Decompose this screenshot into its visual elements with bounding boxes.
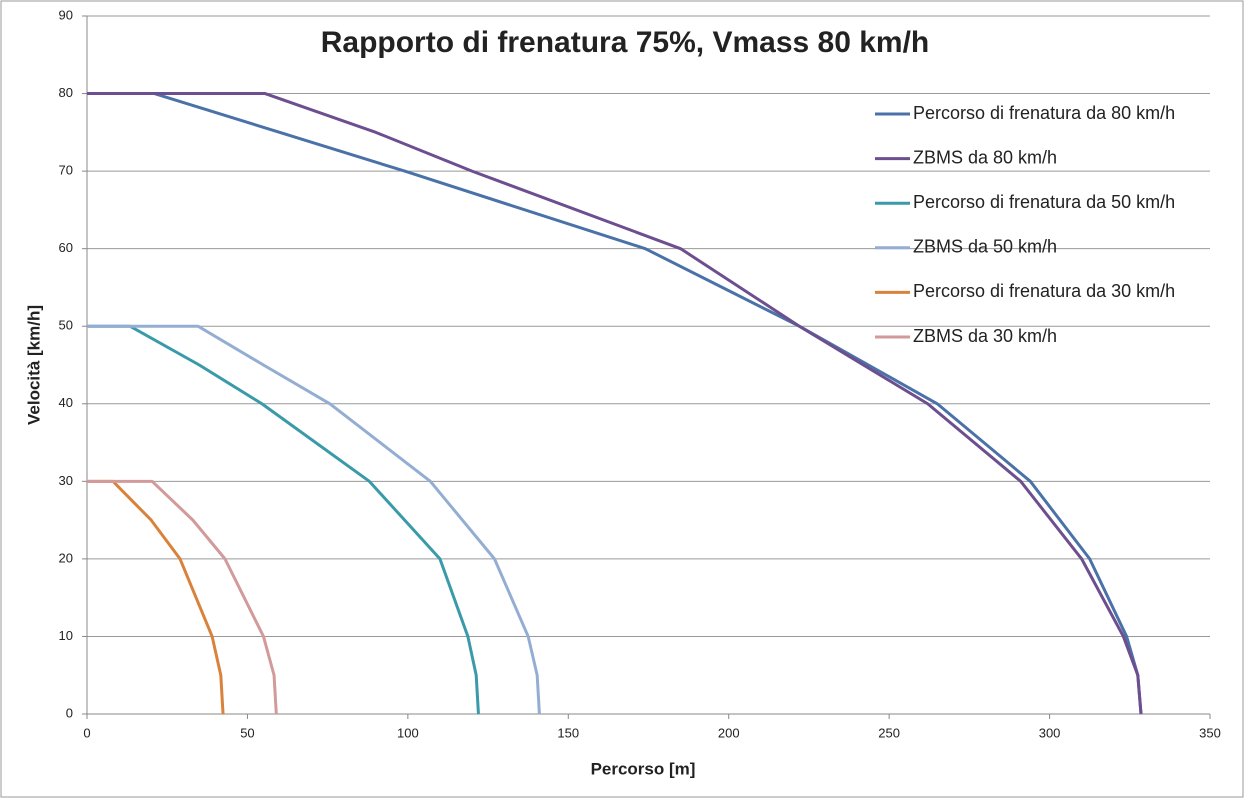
legend-label: ZBMS da 30 km/h — [913, 326, 1057, 346]
legend-label: ZBMS da 80 km/h — [913, 147, 1057, 167]
series-line — [87, 92, 1143, 715]
x-tick-label: 300 — [1039, 725, 1061, 740]
series-line — [87, 324, 480, 715]
x-tick-label: 350 — [1199, 725, 1221, 740]
x-tick-label: 50 — [240, 725, 254, 740]
y-tick-label: 80 — [59, 85, 73, 100]
y-tick-label: 70 — [59, 163, 73, 178]
y-tick-label: 0 — [66, 705, 73, 720]
y-tick-label: 30 — [59, 473, 73, 488]
y-axis-label: Velocità [km/h] — [24, 305, 43, 425]
legend-label: ZBMS da 50 km/h — [913, 237, 1057, 257]
y-tick-label: 20 — [59, 550, 73, 565]
y-tick-label: 10 — [59, 628, 73, 643]
x-axis-label: Percorso [m] — [591, 759, 696, 778]
legend-label: Percorso di frenatura da 80 km/h — [913, 103, 1175, 123]
x-tick-label: 250 — [878, 725, 900, 740]
x-tick-label: 100 — [397, 725, 419, 740]
y-tick-label: 90 — [59, 7, 73, 22]
series-line — [87, 92, 1143, 715]
x-tick-label: 150 — [557, 725, 579, 740]
legend-label: Percorso di frenatura da 30 km/h — [913, 281, 1175, 301]
series-line — [87, 324, 541, 715]
legend-label: Percorso di frenatura da 50 km/h — [913, 192, 1175, 212]
x-tick-label: 0 — [83, 725, 90, 740]
y-tick-label: 50 — [59, 318, 73, 333]
x-tick-label: 200 — [718, 725, 740, 740]
y-tick-label: 60 — [59, 240, 73, 255]
y-tick-label: 40 — [59, 395, 73, 410]
series-line — [87, 479, 278, 715]
chart-title: Rapporto di frenatura 75%, Vmass 80 km/h — [321, 26, 930, 59]
